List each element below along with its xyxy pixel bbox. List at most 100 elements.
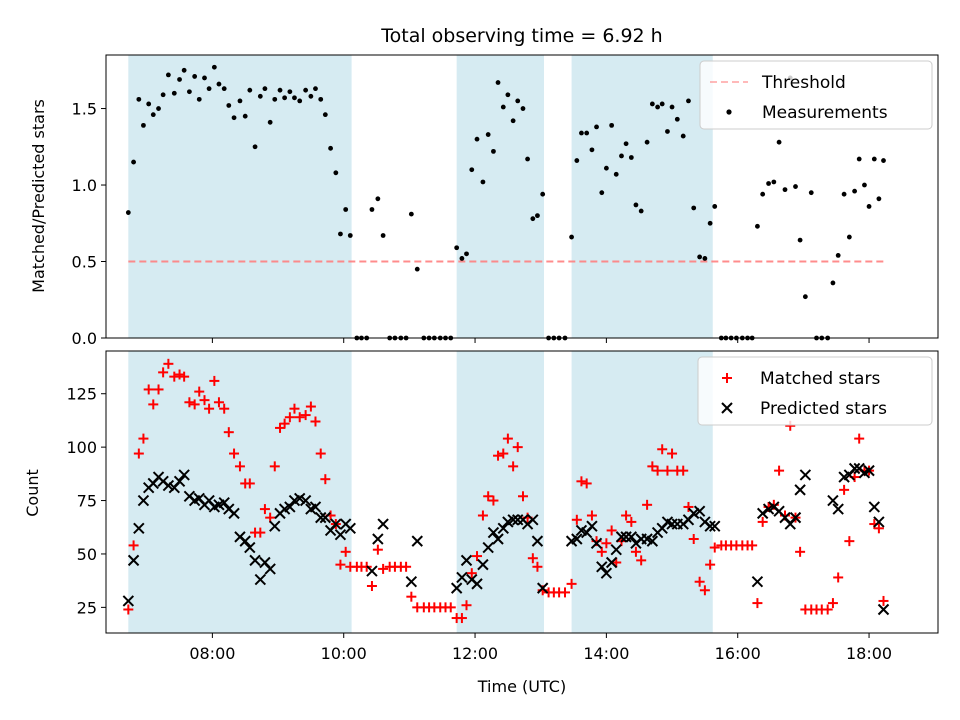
measurement-point: [485, 132, 491, 137]
matched-point: [630, 546, 641, 557]
measurement-point: [862, 182, 867, 188]
measurement-point: [196, 96, 202, 102]
y-tick-label: 75: [77, 492, 97, 511]
measurement-point: [697, 254, 703, 260]
predicted-point-b: [615, 531, 628, 543]
measurement-point: [649, 101, 655, 107]
predicted-point: [330, 518, 342, 530]
matched-point: [652, 465, 663, 476]
legend-predicted-marker: [721, 402, 733, 414]
measurement-point: [252, 144, 258, 150]
y-tick-label: 1.5: [72, 100, 97, 119]
predicted-point-b: [661, 516, 674, 528]
bottom-y-axis-label: Count: [23, 469, 42, 517]
predicted-point-b: [218, 496, 230, 509]
measurement-point: [594, 124, 599, 130]
measurement-point: [510, 118, 516, 124]
predicted-point: [405, 576, 418, 588]
matched-point: [213, 397, 224, 408]
measurement-point: [599, 190, 605, 196]
matched-point: [199, 395, 210, 406]
matched-point: [833, 572, 844, 583]
matched-point: [527, 553, 538, 564]
predicted-point-b: [193, 492, 205, 505]
matched-point: [688, 534, 699, 544]
measurement-point: [495, 80, 501, 85]
predicted-point-b: [249, 554, 261, 567]
matched-point: [498, 448, 509, 459]
measurement-point: [267, 119, 273, 125]
matched-point: [774, 465, 785, 476]
measurement-point: [237, 98, 243, 104]
measurement-point: [680, 133, 686, 139]
matched-point: [401, 561, 412, 572]
matched-point: [466, 568, 477, 579]
top-y-axis-label: Matched/Predicted stars: [29, 99, 48, 293]
predicted-point: [284, 501, 296, 513]
matched-point: [621, 510, 632, 521]
matched-point: [508, 461, 519, 472]
measurement-point: [491, 148, 496, 154]
predicted-point: [299, 494, 312, 507]
measurement-point: [584, 130, 590, 136]
predicted-point-b: [482, 541, 494, 554]
predicted-point-b: [492, 533, 504, 545]
predicted-point: [571, 533, 583, 545]
matched-point: [284, 412, 295, 423]
plot-frame: [105, 54, 939, 339]
predicted-point: [863, 464, 875, 477]
measurement-point: [793, 184, 798, 189]
y-tick-label: 125: [66, 385, 97, 404]
predicted-point: [127, 554, 140, 567]
predicted-point-b: [315, 511, 327, 524]
measurement-point: [846, 234, 852, 240]
predicted-point-b: [625, 531, 638, 543]
measurement-point: [216, 81, 222, 87]
measurement-point: [292, 95, 297, 101]
matched-point: [488, 495, 499, 506]
predicted-point-b: [477, 558, 489, 571]
observing-window: [456, 351, 544, 633]
y-tick-label: 50: [77, 545, 97, 564]
predicted-point-b: [377, 518, 389, 530]
matched-point: [709, 542, 720, 553]
matched-point: [694, 576, 705, 587]
predicted-point-b: [586, 520, 598, 532]
predicted-point: [377, 518, 389, 530]
matched-point: [596, 546, 607, 557]
predicted-point-b: [646, 535, 659, 547]
measurement-point: [150, 112, 156, 118]
predicted-point: [646, 535, 659, 547]
predicted-point-b: [259, 556, 271, 569]
matched-point: [378, 563, 389, 574]
matched-point: [174, 369, 185, 380]
measurement-point: [830, 280, 836, 286]
matched-point: [234, 461, 245, 472]
measurement-point: [221, 86, 227, 92]
measurement-point: [177, 77, 182, 82]
predicted-point-b: [309, 501, 322, 513]
predicted-point-b: [330, 518, 342, 530]
measurement-point: [480, 179, 486, 185]
predicted-point: [487, 526, 500, 539]
predicted-point: [239, 535, 251, 547]
predicted-point-b: [827, 494, 839, 507]
measurement-point: [308, 93, 314, 99]
measurement-point: [186, 89, 192, 95]
predicted-point-b: [773, 505, 785, 517]
predicted-point-b: [487, 526, 500, 539]
predicted-point-b: [641, 533, 653, 545]
measurement-point: [569, 234, 574, 240]
matched-point: [844, 536, 855, 547]
measurement-point: [328, 145, 333, 151]
matched-point: [406, 591, 417, 602]
measurement-point: [515, 98, 521, 104]
predicted-point-b: [873, 516, 885, 528]
matched-point: [560, 587, 571, 598]
measurement-point: [262, 86, 268, 92]
matched-point: [456, 613, 467, 624]
predicted-point-b: [366, 565, 378, 577]
predicted-point: [832, 503, 844, 515]
predicted-point: [372, 533, 384, 545]
